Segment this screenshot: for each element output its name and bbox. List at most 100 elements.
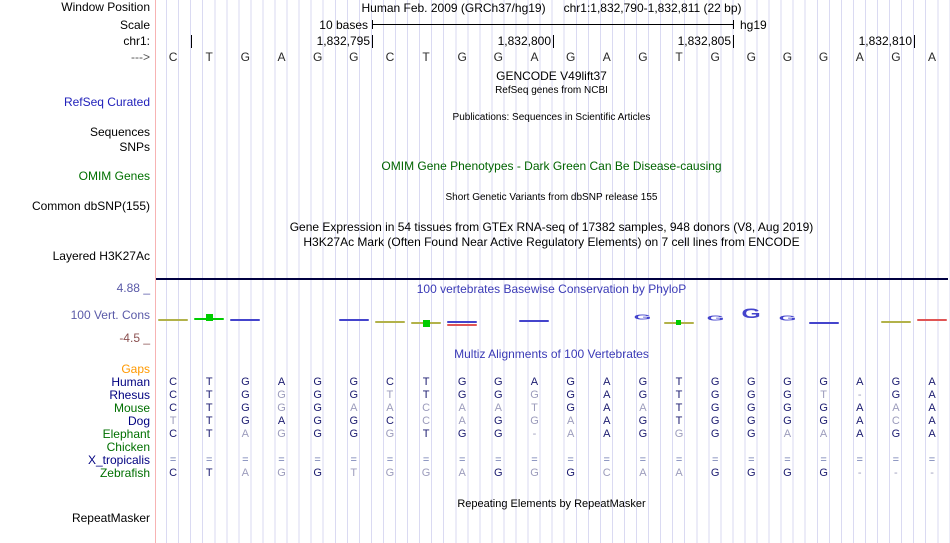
alignment-base: A xyxy=(350,402,358,414)
ruler-tick-label: 1,832,800 xyxy=(497,34,551,48)
scale-bases-label: 10 bases xyxy=(319,18,368,32)
species-label-mouse[interactable]: Mouse xyxy=(113,401,150,415)
alignment-base: G xyxy=(277,467,286,479)
track-label-sequences[interactable]: Sequences xyxy=(89,125,150,139)
base-cell: A xyxy=(855,50,864,64)
species-label-elephant[interactable]: Elephant xyxy=(102,427,150,441)
alignment-base: G xyxy=(638,389,648,401)
species-label-human[interactable]: Human xyxy=(111,375,150,389)
base-cell: A xyxy=(602,50,611,64)
alignment-base: G xyxy=(783,415,792,427)
alignment-base: G xyxy=(783,402,792,414)
alignment-base: C xyxy=(422,415,431,427)
track-title-omim[interactable]: OMIM Gene Phenotypes - Dark Green Can Be… xyxy=(381,159,722,173)
alignment-base: G xyxy=(277,389,286,401)
alignment-base: C xyxy=(169,428,178,440)
alignment-base: G xyxy=(241,415,250,427)
track-label-snps[interactable]: SNPs xyxy=(119,140,150,154)
base-cell: T xyxy=(675,50,683,64)
alignment-base: = xyxy=(892,454,900,466)
alignment-base: = xyxy=(748,454,755,466)
alignment-base: = xyxy=(242,454,249,466)
multiz-track-title[interactable]: Multiz Alignments of 100 Vertebrates xyxy=(454,347,649,361)
alignment-base: G xyxy=(313,376,322,388)
alignment-base: = xyxy=(675,454,683,466)
position-guide-line xyxy=(155,0,156,543)
species-label-zebrafish[interactable]: Zebrafish xyxy=(99,466,150,480)
alignment-base: G xyxy=(819,415,828,427)
alignment-base: = xyxy=(386,454,394,466)
alignment-base: G xyxy=(530,415,539,427)
track-label-omim-genes[interactable]: OMIM Genes xyxy=(78,169,150,183)
alignment-base: T xyxy=(350,467,358,479)
track-label-common-dbsnp[interactable]: Common dbSNP(155) xyxy=(31,199,150,213)
base-cell: G xyxy=(638,50,648,64)
alignment-base: G xyxy=(349,389,359,401)
alignment-base: G xyxy=(530,467,539,479)
alignment-base: A xyxy=(892,402,900,414)
alignment-base: T xyxy=(205,376,213,388)
alignment-base: G xyxy=(783,376,792,388)
alignment-base: = xyxy=(314,454,321,466)
alignment-base: G xyxy=(494,428,503,440)
alignment-base: T xyxy=(169,415,177,427)
alignment-base: G xyxy=(241,376,250,388)
base-cell: G xyxy=(457,50,467,64)
track-title-gencode[interactable]: GENCODE V49lift37 xyxy=(496,69,607,83)
label-strand-arrow: ---> xyxy=(131,50,150,64)
alignment-base: G xyxy=(494,376,503,388)
alignment-base: G xyxy=(566,402,575,414)
alignment-base: G xyxy=(457,376,467,388)
species-label-rhesus[interactable]: Rhesus xyxy=(109,388,150,402)
track-title-dbsnp[interactable]: Short Genetic Variants from dbSNP releas… xyxy=(445,192,658,203)
ruler-tick-label: 1,832,795 xyxy=(316,34,370,48)
position-range: chr1:1,832,790-1,832,811 (22 bp) xyxy=(563,1,742,15)
alignment-base: A xyxy=(241,428,250,440)
track-title-repeatmasker[interactable]: Repeating Elements by RepeatMasker xyxy=(457,498,646,510)
alignment-base: = xyxy=(422,454,430,466)
alignment-base: C xyxy=(169,376,178,388)
alignment-base: = xyxy=(567,454,574,466)
alignment-base: G xyxy=(674,428,684,440)
alignment-base: A xyxy=(494,402,502,414)
alignment-base: G xyxy=(494,389,503,401)
alignment-base: G xyxy=(747,389,756,401)
species-label-dog[interactable]: Dog xyxy=(127,414,150,428)
alignment-base: G xyxy=(566,376,575,388)
track-label-refseq-curated[interactable]: RefSeq Curated xyxy=(63,95,150,109)
base-cell: T xyxy=(422,50,430,64)
conservation-min-value: -4.5 _ xyxy=(119,331,150,345)
species-label-gaps[interactable]: Gaps xyxy=(121,362,150,376)
alignment-base: G xyxy=(566,389,575,401)
alignment-base: A xyxy=(675,467,683,479)
alignment-base: G xyxy=(313,389,322,401)
track-label-100-vert-cons[interactable]: 100 Vert. Cons xyxy=(70,308,150,322)
label-window-position: Window Position xyxy=(61,0,150,14)
track-label-repeatmasker[interactable]: RepeatMasker xyxy=(71,511,150,525)
alignment-base: C xyxy=(422,402,431,414)
track-subtitle-refseq[interactable]: RefSeq genes from NCBI xyxy=(495,85,608,96)
base-cell: A xyxy=(530,50,539,64)
alignment-base: T xyxy=(205,389,213,401)
base-cell: C xyxy=(385,50,395,64)
alignment-base: - xyxy=(857,467,862,479)
alignment-base: A xyxy=(928,415,936,427)
ruler-tick-label: 1,832,810 xyxy=(858,34,912,48)
alignment-base: G xyxy=(349,428,359,440)
alignment-base: G xyxy=(313,467,322,479)
track-title-publications[interactable]: Publications: Sequences in Scientific Ar… xyxy=(452,112,651,123)
alignment-base: G xyxy=(747,428,756,440)
track-label-layered-h3k27ac[interactable]: Layered H3K27Ac xyxy=(52,249,150,263)
browser-position-title: Human Feb. 2009 (GRCh37/hg19) chr1:1,832… xyxy=(155,1,948,15)
track-title-h3k27ac[interactable]: H3K27Ac Mark (Often Found Near Active Re… xyxy=(303,235,800,249)
track-title-gtex[interactable]: Gene Expression in 54 tissues from GTEx … xyxy=(289,220,814,234)
conservation-track-title[interactable]: 100 vertebrates Basewise Conservation by… xyxy=(416,282,687,296)
species-label-x_tropicalis[interactable]: X_tropicalis xyxy=(87,453,150,467)
base-cell: A xyxy=(928,50,937,64)
alignment-base: = xyxy=(639,454,647,466)
alignment-base: G xyxy=(349,415,359,427)
alignment-base: G xyxy=(891,389,901,401)
alignment-base: T xyxy=(205,402,213,414)
species-label-chicken[interactable]: Chicken xyxy=(106,440,150,454)
